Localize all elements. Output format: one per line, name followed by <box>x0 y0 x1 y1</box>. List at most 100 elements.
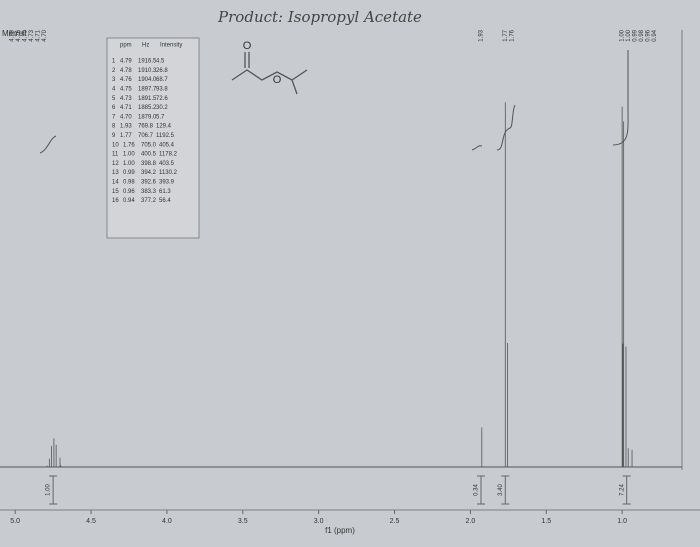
table-cell: 1.76 <box>123 142 135 148</box>
table-cell: 68.7 <box>156 77 168 83</box>
table-cell: 12 <box>112 161 119 167</box>
table-cell: 0.96 <box>123 189 135 195</box>
table-cell: 4.5 <box>156 59 165 65</box>
table-cell: 1.93 <box>120 124 132 130</box>
table-cell: 5 <box>112 96 116 102</box>
peak-label: 0.96 <box>646 29 652 41</box>
x-tick-label: 3.0 <box>314 518 324 525</box>
integral-curves <box>39 50 629 154</box>
integral-label: 0.34 <box>474 484 480 496</box>
table-cell: 4.70 <box>120 114 132 120</box>
table-cell: 4.79 <box>120 59 132 65</box>
table-cell: 400.5 <box>141 152 157 158</box>
table-cell: 405.4 <box>159 142 175 148</box>
peak-label: 0.99 <box>633 29 639 41</box>
peak-label: 1.00 <box>620 29 626 41</box>
table-cell: 377.2 <box>141 198 157 204</box>
table-cell: 0.99 <box>123 170 135 176</box>
table-cell: 129.4 <box>156 124 172 130</box>
peak-label: 4.70 <box>42 29 48 41</box>
x-tick-label: 4.0 <box>162 518 172 525</box>
table-header: Hz <box>142 43 149 49</box>
sample-label: Merrell <box>2 29 27 38</box>
x-tick-label: 4.5 <box>86 518 96 525</box>
peak-label: 4.73 <box>29 29 35 41</box>
table-cell: 1130.2 <box>159 170 178 176</box>
table-cell: 56.4 <box>159 198 171 204</box>
table-cell: 4.76 <box>120 77 132 83</box>
table-cell: 0.98 <box>123 179 135 185</box>
x-tick-label: 1.5 <box>541 518 551 525</box>
x-tick-label: 5.0 <box>10 518 20 525</box>
molecule <box>231 52 308 95</box>
table-cell: 394.2 <box>141 170 157 176</box>
peak-table <box>106 37 200 239</box>
x-tick-label: 3.5 <box>238 518 248 525</box>
table-cell: 61.3 <box>159 189 171 195</box>
table-cell: 4.78 <box>120 68 132 74</box>
table-cell: 6 <box>112 105 116 111</box>
table-cell: 13 <box>112 170 119 176</box>
table-cell: 1904.0 <box>138 77 157 83</box>
table-cell: 0.94 <box>123 198 135 204</box>
atom-label: O <box>243 40 252 52</box>
table-cell: 4 <box>112 86 116 92</box>
table-cell: 1897.7 <box>138 86 157 92</box>
x-tick-label: 2.0 <box>466 518 476 525</box>
table-cell: 30.2 <box>156 105 168 111</box>
integral-label: 3.40 <box>498 484 504 496</box>
table-cell: 93.8 <box>156 86 168 92</box>
peak-label: 4.76 <box>16 29 22 41</box>
table-cell: 2 <box>112 68 116 74</box>
peak-label: 1.93 <box>479 29 485 41</box>
table-header: ppm <box>120 43 132 49</box>
peak-label: 0.98 <box>639 29 645 41</box>
peak-label: 4.75 <box>23 29 29 41</box>
table-cell: 1.77 <box>120 133 132 139</box>
table-cell: 7 <box>112 114 116 120</box>
table-cell: 1178.2 <box>159 152 178 158</box>
x-axis-label: f1 (ppm) <box>325 526 355 535</box>
table-cell: 383.3 <box>141 189 157 195</box>
table-cell: 1916.5 <box>138 59 157 65</box>
table-cell: 9 <box>112 133 116 139</box>
table-cell: 403.5 <box>159 161 175 167</box>
peak-label: 1.77 <box>503 29 509 41</box>
table-cell: 1891.5 <box>138 96 157 102</box>
peak-label: 1.76 <box>509 29 515 41</box>
table-cell: 1192.5 <box>156 133 175 139</box>
integral-label: 1.00 <box>46 484 52 496</box>
table-cell: 11 <box>112 152 119 158</box>
integral-label: 7.24 <box>619 484 625 496</box>
peak-label: 0.94 <box>652 29 658 41</box>
table-cell: 16 <box>112 198 119 204</box>
peak-label: 1.00 <box>626 29 632 41</box>
table-cell: 72.6 <box>156 96 168 102</box>
table-cell: 4.73 <box>120 96 132 102</box>
table-cell: 1.00 <box>123 152 135 158</box>
table-cell: 4.71 <box>120 105 132 111</box>
table-cell: 705.0 <box>141 142 157 148</box>
table-cell: 8 <box>112 124 116 130</box>
x-tick-label: 1.0 <box>617 518 627 525</box>
peak-label: 4.79 <box>10 29 16 41</box>
table-cell: 15 <box>112 189 119 195</box>
table-cell: 1910.3 <box>138 68 157 74</box>
table-cell: 1.00 <box>123 161 135 167</box>
table-cell: 26.8 <box>156 68 168 74</box>
table-header: Intensity <box>160 43 182 49</box>
table-cell: 14 <box>112 179 119 185</box>
table-cell: 5.7 <box>156 114 165 120</box>
table-cell: 706.7 <box>138 133 154 139</box>
table-cell: 1885.2 <box>138 105 157 111</box>
table-cell: 1 <box>112 59 116 65</box>
table-cell: 4.75 <box>120 86 132 92</box>
table-cell: 392.6 <box>141 179 157 185</box>
table-cell: 1879.0 <box>138 114 157 120</box>
x-tick-label: 2.5 <box>390 518 400 525</box>
table-cell: 393.9 <box>159 179 175 185</box>
chart-title: Product: Isopropyl Acetate <box>217 8 422 26</box>
